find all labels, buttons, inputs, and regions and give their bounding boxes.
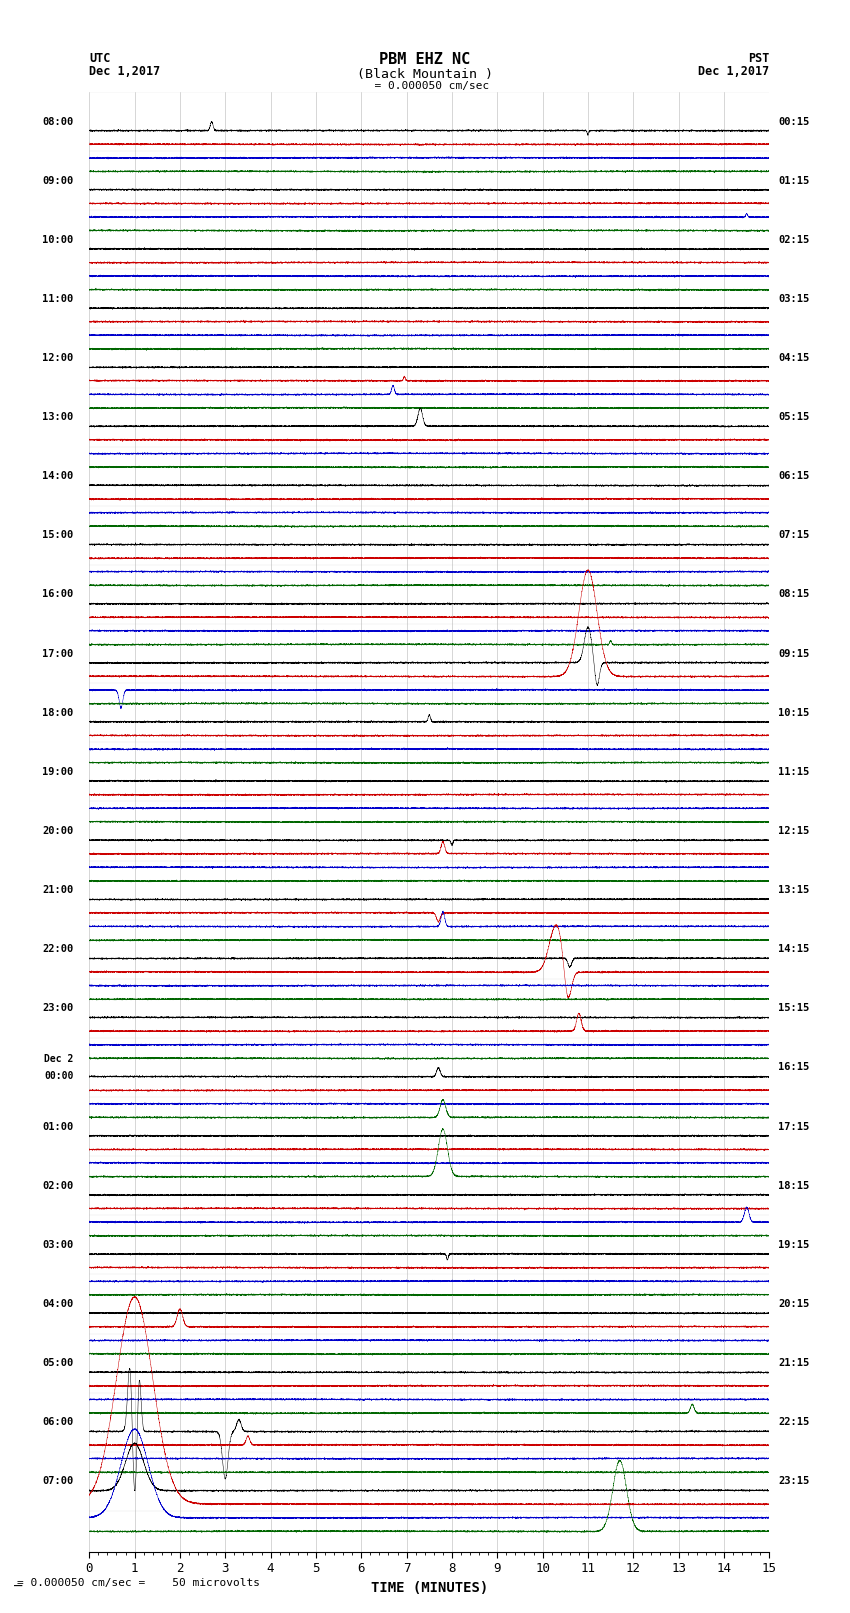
Text: 05:15: 05:15 — [779, 413, 809, 423]
Text: 04:15: 04:15 — [779, 353, 809, 363]
Text: 11:00: 11:00 — [42, 294, 73, 303]
Text: 15:00: 15:00 — [42, 531, 73, 540]
Text: 05:00: 05:00 — [42, 1358, 73, 1368]
Text: 01:00: 01:00 — [42, 1121, 73, 1132]
Text: 00:00: 00:00 — [44, 1071, 73, 1081]
Text: = 0.000050 cm/sec =    50 microvolts: = 0.000050 cm/sec = 50 microvolts — [17, 1578, 260, 1587]
Text: 20:15: 20:15 — [779, 1298, 809, 1310]
Text: 16:00: 16:00 — [42, 589, 73, 600]
Text: ̲: ̲ — [14, 1573, 22, 1587]
Text: 02:15: 02:15 — [779, 235, 809, 245]
Text: 10:00: 10:00 — [42, 235, 73, 245]
Text: 06:15: 06:15 — [779, 471, 809, 481]
Text: 07:00: 07:00 — [42, 1476, 73, 1486]
Text: 14:00: 14:00 — [42, 471, 73, 481]
Text: 03:00: 03:00 — [42, 1240, 73, 1250]
Text: 22:00: 22:00 — [42, 944, 73, 955]
Text: 21:00: 21:00 — [42, 886, 73, 895]
Text: Dec 1,2017: Dec 1,2017 — [698, 65, 769, 77]
Text: 00:15: 00:15 — [779, 116, 809, 126]
Text: 08:15: 08:15 — [779, 589, 809, 600]
Text: 09:15: 09:15 — [779, 648, 809, 658]
Text: 18:15: 18:15 — [779, 1181, 809, 1190]
Text: 19:15: 19:15 — [779, 1240, 809, 1250]
Text: 09:00: 09:00 — [42, 176, 73, 185]
X-axis label: TIME (MINUTES): TIME (MINUTES) — [371, 1581, 488, 1595]
Text: 04:00: 04:00 — [42, 1298, 73, 1310]
Text: 17:00: 17:00 — [42, 648, 73, 658]
Text: 23:00: 23:00 — [42, 1003, 73, 1013]
Text: 21:15: 21:15 — [779, 1358, 809, 1368]
Text: (Black Mountain ): (Black Mountain ) — [357, 68, 493, 81]
Text: 13:00: 13:00 — [42, 413, 73, 423]
Text: Dec 2: Dec 2 — [44, 1053, 73, 1063]
Text: 18:00: 18:00 — [42, 708, 73, 718]
Text: = 0.000050 cm/sec: = 0.000050 cm/sec — [361, 82, 489, 92]
Text: 23:15: 23:15 — [779, 1476, 809, 1486]
Text: 01:15: 01:15 — [779, 176, 809, 185]
Text: UTC: UTC — [89, 52, 110, 65]
Text: 22:15: 22:15 — [779, 1418, 809, 1428]
Text: 11:15: 11:15 — [779, 766, 809, 777]
Text: 06:00: 06:00 — [42, 1418, 73, 1428]
Text: 12:00: 12:00 — [42, 353, 73, 363]
Text: 03:15: 03:15 — [779, 294, 809, 303]
Text: PST: PST — [748, 52, 769, 65]
Text: 17:15: 17:15 — [779, 1121, 809, 1132]
Text: 08:00: 08:00 — [42, 116, 73, 126]
Text: 15:15: 15:15 — [779, 1003, 809, 1013]
Text: Dec 1,2017: Dec 1,2017 — [89, 65, 161, 77]
Text: 12:15: 12:15 — [779, 826, 809, 836]
Text: PBM EHZ NC: PBM EHZ NC — [379, 52, 471, 66]
Text: 02:00: 02:00 — [42, 1181, 73, 1190]
Text: 19:00: 19:00 — [42, 766, 73, 777]
Text: 10:15: 10:15 — [779, 708, 809, 718]
Text: 13:15: 13:15 — [779, 886, 809, 895]
Text: 07:15: 07:15 — [779, 531, 809, 540]
Text: 14:15: 14:15 — [779, 944, 809, 955]
Text: 20:00: 20:00 — [42, 826, 73, 836]
Text: 16:15: 16:15 — [779, 1063, 809, 1073]
